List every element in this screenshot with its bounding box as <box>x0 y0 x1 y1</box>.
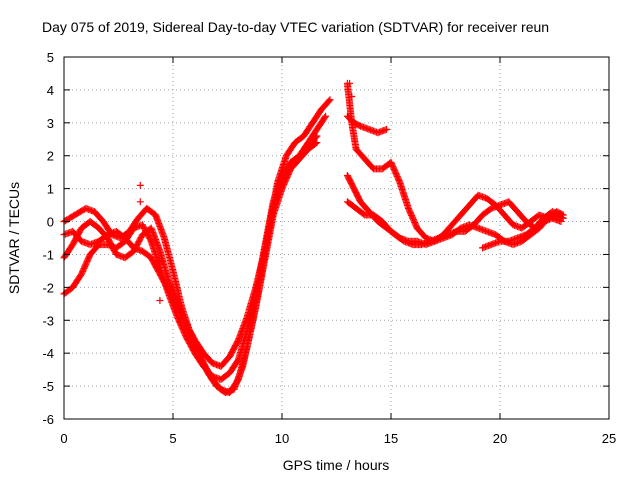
y-tick-label: 1 <box>47 182 54 197</box>
y-tick-label: -6 <box>42 412 54 427</box>
y-tick-label: -2 <box>42 280 54 295</box>
outlier-point <box>156 297 164 305</box>
grid <box>64 57 609 419</box>
y-tick-label: 0 <box>47 215 54 230</box>
y-tick-label: 2 <box>47 149 54 164</box>
data-point <box>312 140 320 148</box>
data-point <box>326 96 334 104</box>
data-point <box>321 114 329 122</box>
outlier-point <box>136 198 144 206</box>
x-tick-label: 10 <box>275 431 289 446</box>
y-tick-label: -4 <box>42 346 54 361</box>
x-tick-label: 20 <box>493 431 507 446</box>
y-tick-label: -1 <box>42 247 54 262</box>
y-axis-label: SDTVAR / TECUs <box>6 182 22 294</box>
outlier-point <box>136 181 144 189</box>
data-point <box>325 97 333 105</box>
y-tick-label: -5 <box>42 379 54 394</box>
x-tick-label: 15 <box>384 431 398 446</box>
y-tick-label: 5 <box>47 50 54 65</box>
data-point <box>558 210 566 218</box>
outlier-point <box>346 79 354 87</box>
x-tick-label: 25 <box>602 431 616 446</box>
data-point <box>313 139 321 147</box>
data-point <box>383 125 391 133</box>
x-tick-label: 5 <box>169 431 176 446</box>
y-tick-label: 4 <box>47 83 54 98</box>
data-point <box>559 211 567 219</box>
x-axis-label: GPS time / hours <box>283 457 390 473</box>
y-tick-label: 3 <box>47 116 54 131</box>
plot-frame <box>63 56 610 420</box>
y-tick-label: -3 <box>42 313 54 328</box>
outlier-point <box>158 257 166 265</box>
chart-title: Day 075 of 2019, Sidereal Day-to-day VTE… <box>42 19 549 35</box>
x-tick-label: 0 <box>60 431 67 446</box>
outlier-point <box>348 92 356 100</box>
data-points <box>60 79 567 397</box>
data-point <box>557 218 565 226</box>
axis-ticks: 0 5 10 15 20 25 -6 -5 -4 -3 -2 -1 0 1 2 3 4 5 <box>42 50 616 446</box>
data-point <box>322 112 330 120</box>
